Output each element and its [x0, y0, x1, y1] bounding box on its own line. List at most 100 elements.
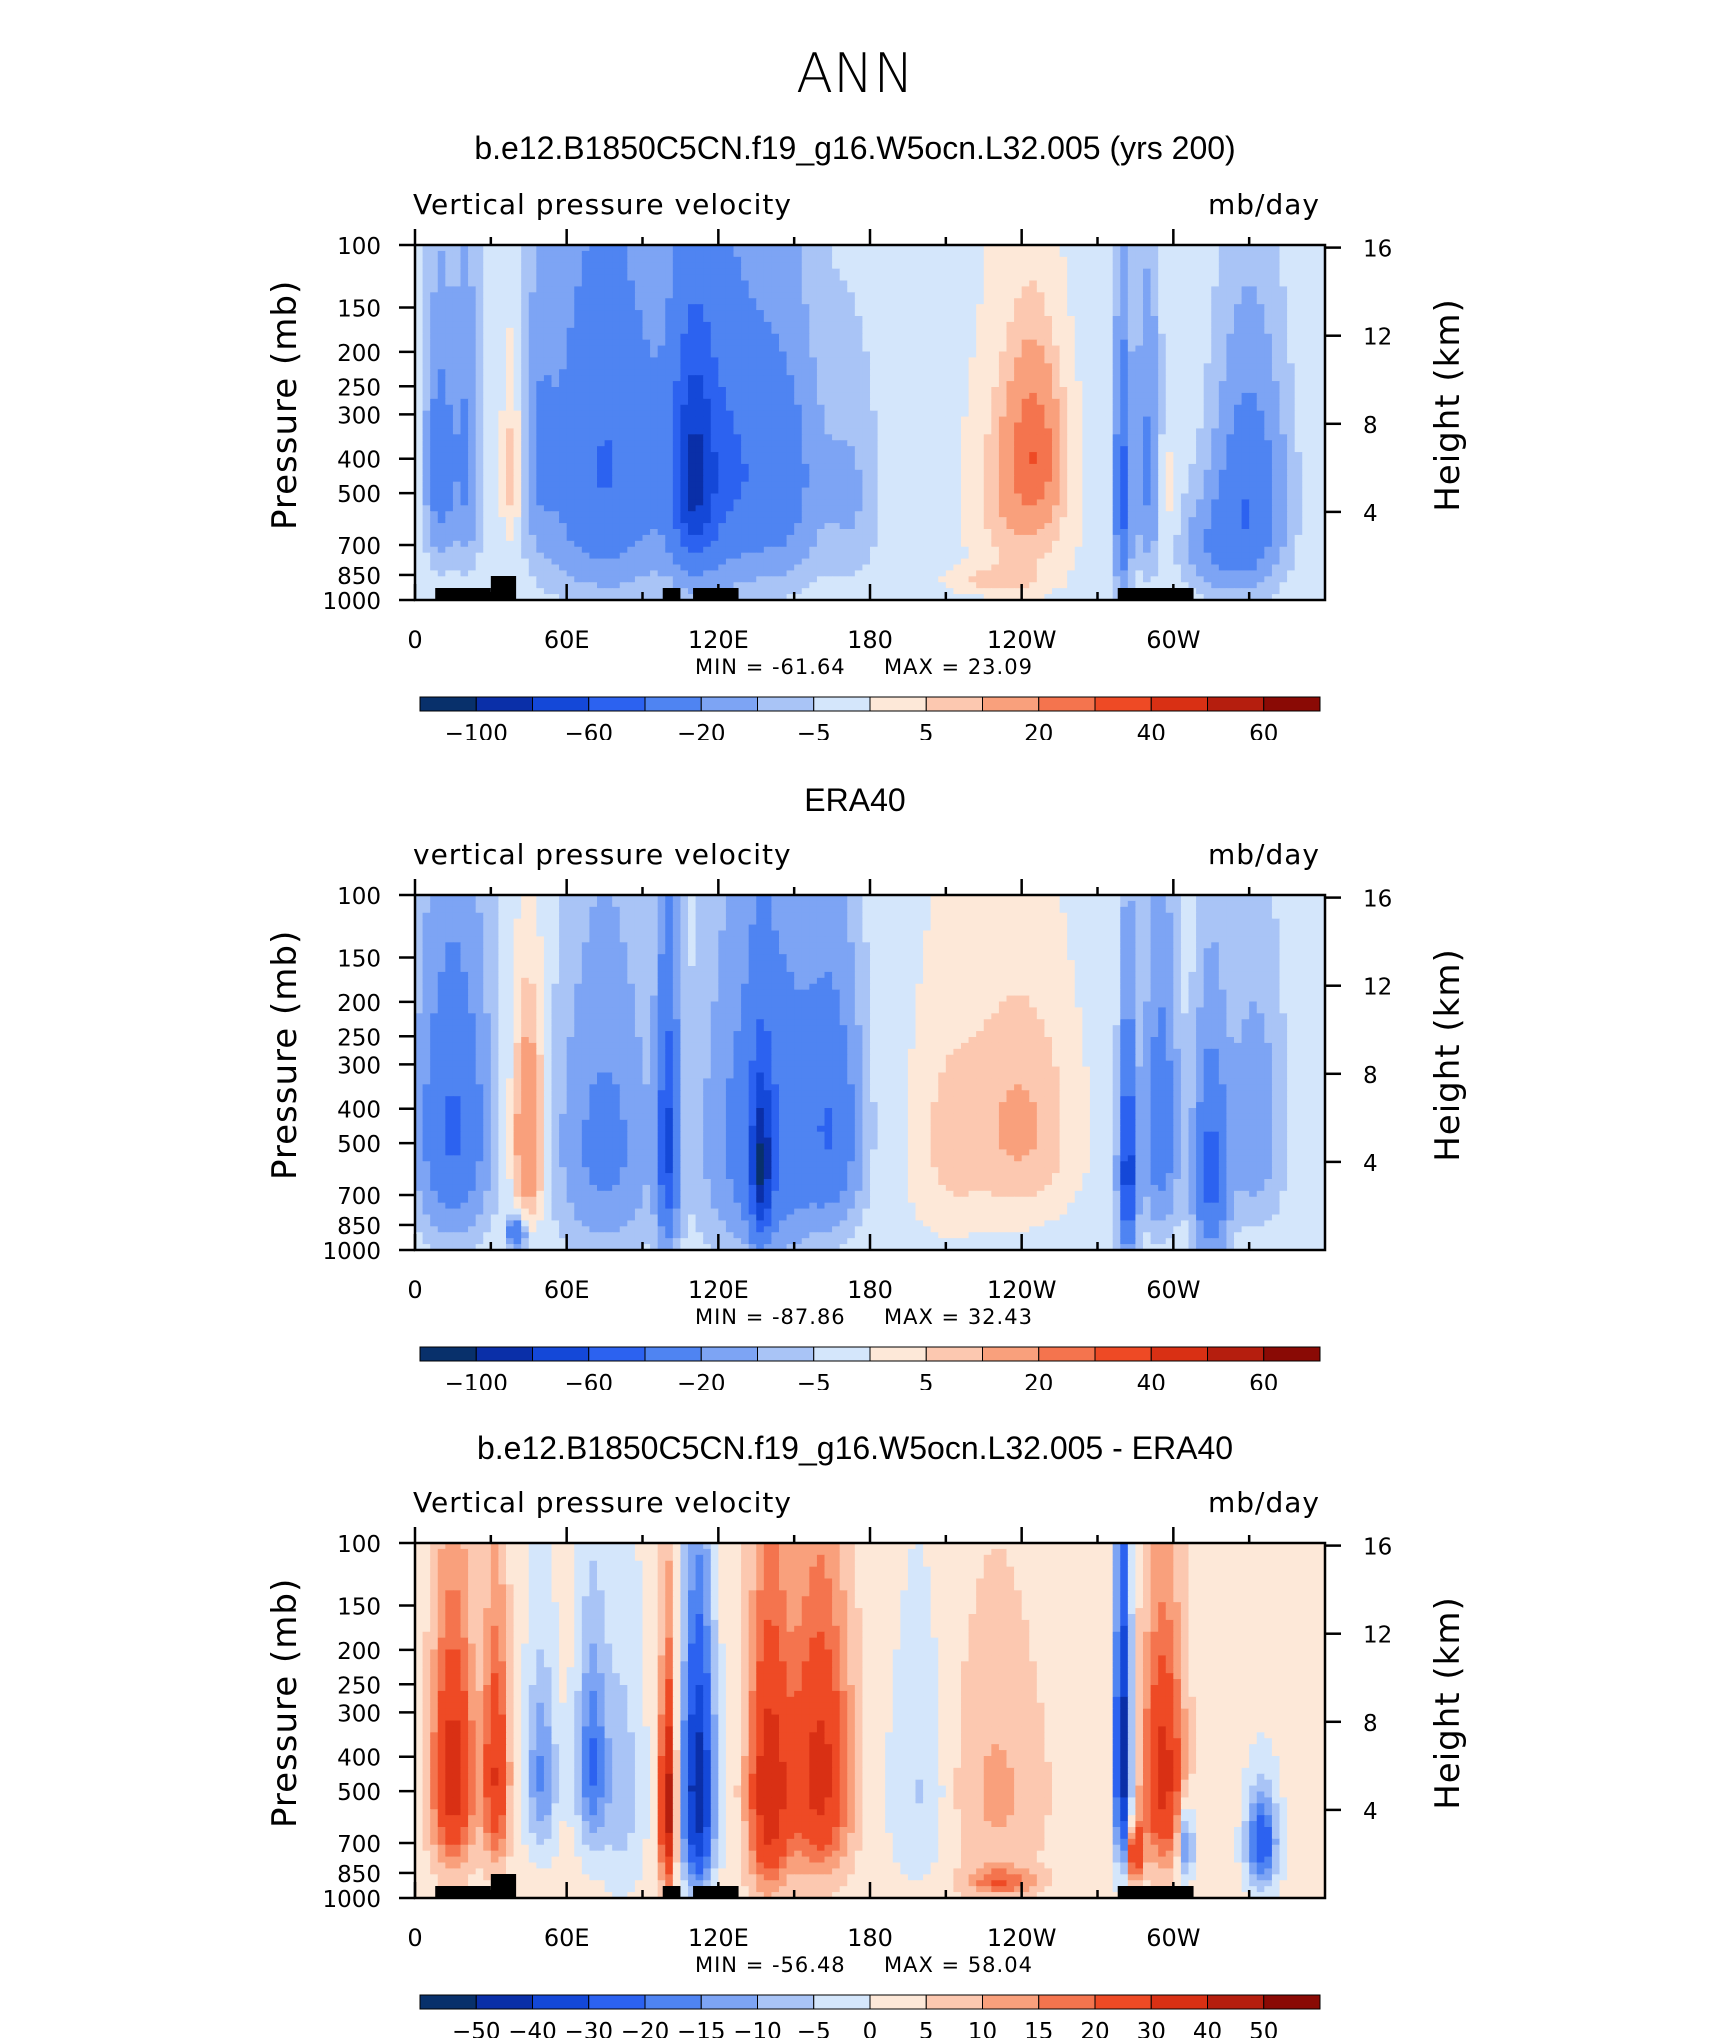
heatmap-cell [612, 452, 621, 459]
heatmap-cell [809, 440, 818, 447]
heatmap-cell [452, 351, 462, 359]
heatmap-cell [1211, 333, 1220, 341]
heatmap-cell [559, 398, 568, 406]
heatmap-cell [1317, 345, 1325, 353]
heatmap-cell [1211, 327, 1220, 335]
heatmap-cell [1309, 363, 1319, 370]
heatmap-cell [816, 458, 826, 465]
heatmap-cell [536, 321, 545, 329]
heatmap-cell [1097, 428, 1106, 435]
heatmap-cell [1241, 463, 1250, 471]
heatmap-cell [642, 250, 651, 258]
heatmap-cell [445, 487, 454, 495]
heatmap-cell [1082, 262, 1091, 270]
heatmap-cell [854, 387, 864, 394]
heatmap-cell [1006, 357, 1015, 364]
heatmap-cell [1150, 250, 1159, 258]
heatmap-cell [961, 268, 970, 276]
heatmap-cell [597, 274, 606, 282]
heatmap-cell [468, 392, 477, 400]
heatmap-cell [756, 310, 765, 317]
heatmap-cell [976, 363, 985, 370]
heatmap-cell [650, 404, 659, 412]
heatmap-cell [559, 327, 568, 335]
heatmap-cell [961, 463, 970, 471]
heatmap-cell [862, 280, 871, 288]
heatmap-cell [1203, 375, 1212, 382]
heatmap-cell [862, 351, 871, 359]
heatmap-cell [983, 250, 992, 258]
heatmap-cell [604, 327, 613, 335]
heatmap-cell [1264, 369, 1273, 376]
heatmap-cell [1196, 452, 1205, 459]
heatmap-cell [506, 250, 515, 258]
heatmap-cell [1279, 339, 1288, 347]
heatmap-cell [672, 381, 682, 388]
heatmap-cell [983, 274, 992, 282]
heatmap-cell [1173, 304, 1182, 311]
heatmap-cell [619, 487, 628, 495]
heatmap-cell [559, 245, 568, 252]
heatmap-cell [839, 434, 848, 441]
heatmap-cell [786, 487, 795, 495]
heatmap-cell [475, 434, 484, 441]
heatmap-cell [748, 357, 757, 364]
heatmap-cell [923, 250, 932, 258]
heatmap-cell [612, 387, 621, 394]
heatmap-cell [475, 339, 484, 347]
heatmap-cell [597, 339, 606, 347]
heatmap-cell [907, 481, 917, 489]
heatmap-cell [847, 469, 856, 477]
heatmap-cell [718, 250, 727, 258]
heatmap-cell [801, 298, 810, 305]
heatmap-cell [877, 446, 886, 453]
heatmap-cell [627, 422, 636, 430]
heatmap-cell [1180, 357, 1190, 364]
heatmap-cell [536, 304, 545, 311]
heatmap-cell [650, 327, 659, 335]
heatmap-cell [938, 310, 947, 317]
heatmap-cell [1211, 481, 1220, 489]
heatmap-cell [1264, 357, 1273, 364]
heatmap-cell [543, 404, 553, 412]
heatmap-cell [1143, 316, 1152, 323]
heatmap-cell [642, 245, 651, 252]
heatmap-cell [968, 469, 977, 477]
heatmap-cell [900, 487, 909, 495]
heatmap-cell [839, 387, 848, 394]
heatmap-cell [657, 245, 666, 252]
heatmap-cell [559, 339, 568, 347]
heatmap-cell [627, 339, 636, 347]
heatmap-cell [877, 375, 886, 382]
heatmap-cell [1211, 475, 1220, 483]
heatmap-cell [672, 274, 682, 282]
heatmap-cell [907, 256, 917, 264]
heatmap-cell [756, 339, 765, 347]
heatmap-cell [657, 274, 666, 282]
heatmap-cell [938, 440, 947, 447]
heatmap-cell [665, 274, 674, 282]
heatmap-cell [581, 339, 591, 347]
heatmap-cell [1234, 375, 1243, 382]
heatmap-cell [779, 357, 788, 364]
heatmap-cell [1249, 351, 1258, 359]
heatmap-cell [1120, 310, 1129, 317]
heatmap-cell [839, 256, 848, 264]
heatmap-cell [1067, 369, 1076, 376]
heatmap-cell [710, 463, 719, 471]
heatmap-cell [907, 351, 917, 359]
heatmap-cell [589, 487, 598, 495]
heatmap-cell [1279, 452, 1288, 459]
heatmap-cell [710, 333, 719, 341]
heatmap-cell [468, 351, 477, 359]
heatmap-cell [945, 387, 955, 394]
heatmap-cell [1052, 410, 1061, 418]
heatmap-cell [930, 434, 939, 441]
heatmap-cell [1287, 321, 1296, 329]
heatmap-cell [498, 304, 507, 311]
heatmap-cell [1006, 339, 1015, 347]
heatmap-cell [1203, 481, 1212, 489]
heatmap-cell [870, 310, 879, 317]
heatmap-cell [627, 298, 636, 305]
heatmap-cell [1241, 458, 1250, 465]
